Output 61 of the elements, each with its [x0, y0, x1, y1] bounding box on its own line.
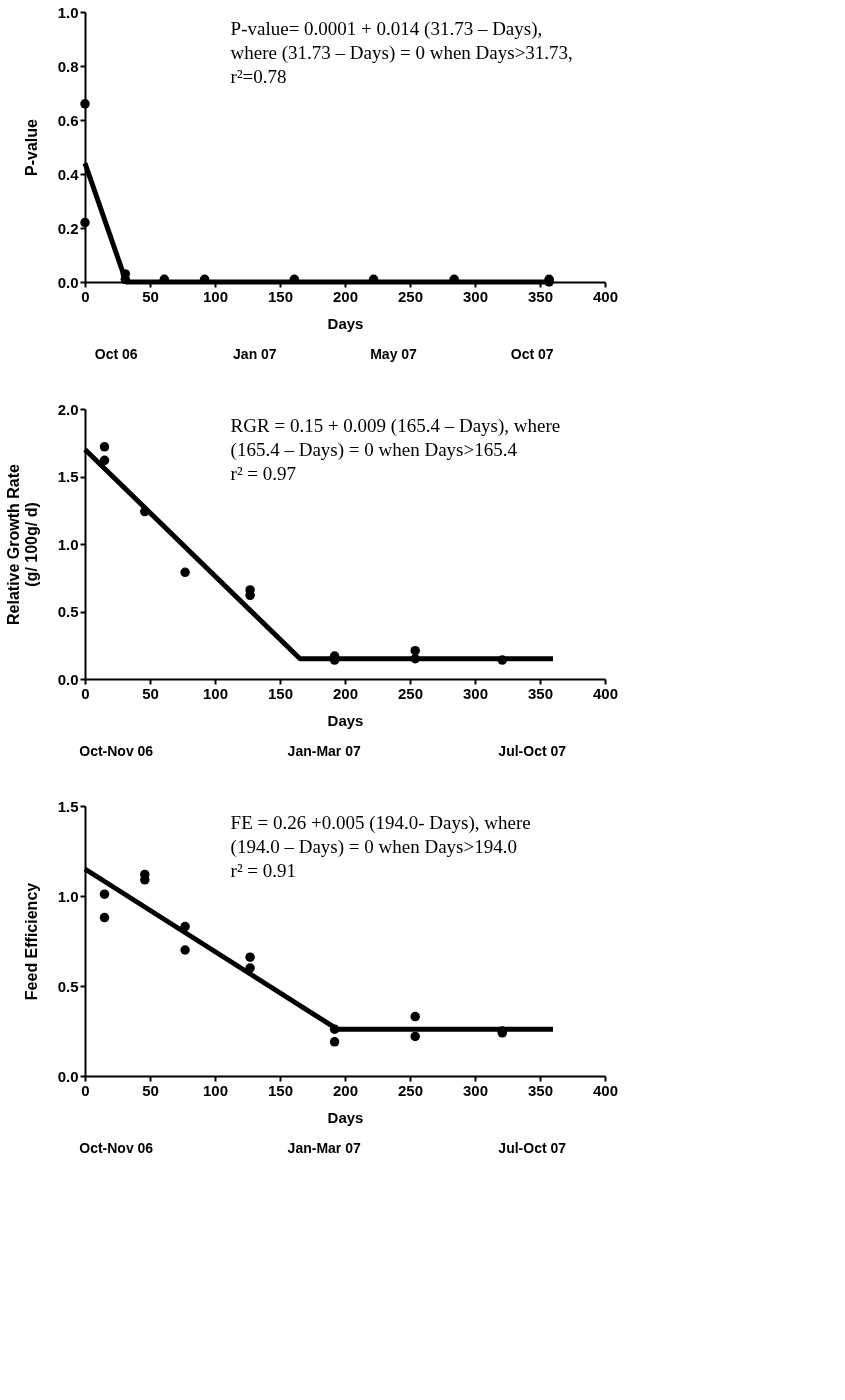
y-tick-label: 1.0 [57, 3, 79, 21]
y-tick-label: 1.0 [57, 887, 79, 905]
text: Jan-Mar 07 [287, 743, 361, 759]
y-axis-title: P-value [22, 118, 40, 176]
text: Jan-Mar 07 [287, 1140, 361, 1156]
x-tick-label: 300 [462, 684, 489, 702]
y-axis-title: Relative Growth Rate (g/ 100g/ d) [4, 463, 40, 625]
y-tick-label: 1.0 [57, 535, 79, 553]
x-tick-label: 0 [81, 1081, 90, 1099]
x-tick-label: 400 [592, 1081, 619, 1099]
text: Oct-Nov 06 [79, 1140, 154, 1156]
y-tick-label: 2.0 [57, 400, 79, 418]
y-axis-title: Feed Efficiency [22, 882, 40, 1001]
x-tick-label: 100 [202, 684, 229, 702]
text: Jul-Oct 07 [498, 1140, 567, 1156]
y-tick-label: 0.2 [57, 219, 79, 237]
y-tick-label: 0.0 [57, 670, 79, 688]
text: Jan 07 [233, 346, 277, 362]
y-tick-label: 0.0 [57, 1067, 79, 1085]
x-tick-label: 400 [592, 287, 619, 305]
text: Oct-Nov 06 [79, 743, 154, 759]
x-tick-label: 200 [332, 1081, 359, 1099]
x-tick-label: 50 [142, 1081, 159, 1099]
x-axis-title: Days [327, 1108, 364, 1126]
annotation: RGR = 0.15 + 0.009 (165.4 – Days), where (165.4 – Days) = 0 when Days>165.4 r² = 0.97 [230, 415, 561, 484]
x-tick-label: 400 [592, 684, 619, 702]
x-tick-label: 300 [462, 1081, 489, 1099]
x-tick-label: 250 [397, 1081, 424, 1099]
x-tick-label: 250 [397, 287, 424, 305]
x-tick-label: 0 [81, 684, 90, 702]
x-tick-label: 200 [332, 287, 359, 305]
x-tick-label: 50 [142, 684, 159, 702]
y-tick-label: 1.5 [57, 797, 79, 815]
x-tick-label: 350 [527, 1081, 554, 1099]
x-tick-label: 150 [267, 287, 294, 305]
x-axis-title: Days [327, 314, 364, 332]
y-tick-label: 0.5 [57, 603, 79, 620]
y-tick-label: 0.6 [57, 111, 79, 129]
x-tick-label: 300 [462, 287, 489, 305]
x-tick-label: 350 [527, 684, 554, 702]
y-tick-label: 1.5 [57, 468, 79, 485]
y-tick-label: 0.4 [57, 165, 80, 183]
annotation: P-value= 0.0001 + 0.014 (31.73 – Days), where (31.73 – Days) = 0 when Days>31.73, r²=0.78 [230, 18, 573, 87]
text: Oct 07 [510, 346, 554, 362]
x-tick-label: 150 [267, 684, 294, 702]
text: Jul-Oct 07 [498, 743, 567, 759]
annotation: FE = 0.26 +0.005 (194.0- Days), where (194.0 – Days) = 0 when Days>194.0 r² = 0.91 [230, 812, 531, 881]
x-tick-label: 50 [142, 287, 159, 305]
x-tick-label: 150 [267, 1081, 294, 1099]
x-tick-label: 250 [397, 684, 424, 702]
x-tick-label: 100 [202, 1081, 229, 1099]
x-tick-label: 0 [81, 287, 90, 305]
x-tick-label: 200 [332, 684, 359, 702]
text: May 07 [370, 346, 418, 362]
y-tick-label: 0.5 [57, 977, 79, 995]
y-tick-label: 0.0 [57, 273, 79, 291]
x-tick-label: 350 [527, 287, 554, 305]
x-tick-label: 100 [202, 287, 229, 305]
text: Oct 06 [94, 346, 138, 362]
x-axis-title: Days [327, 711, 364, 729]
y-tick-label: 0.8 [57, 57, 79, 75]
